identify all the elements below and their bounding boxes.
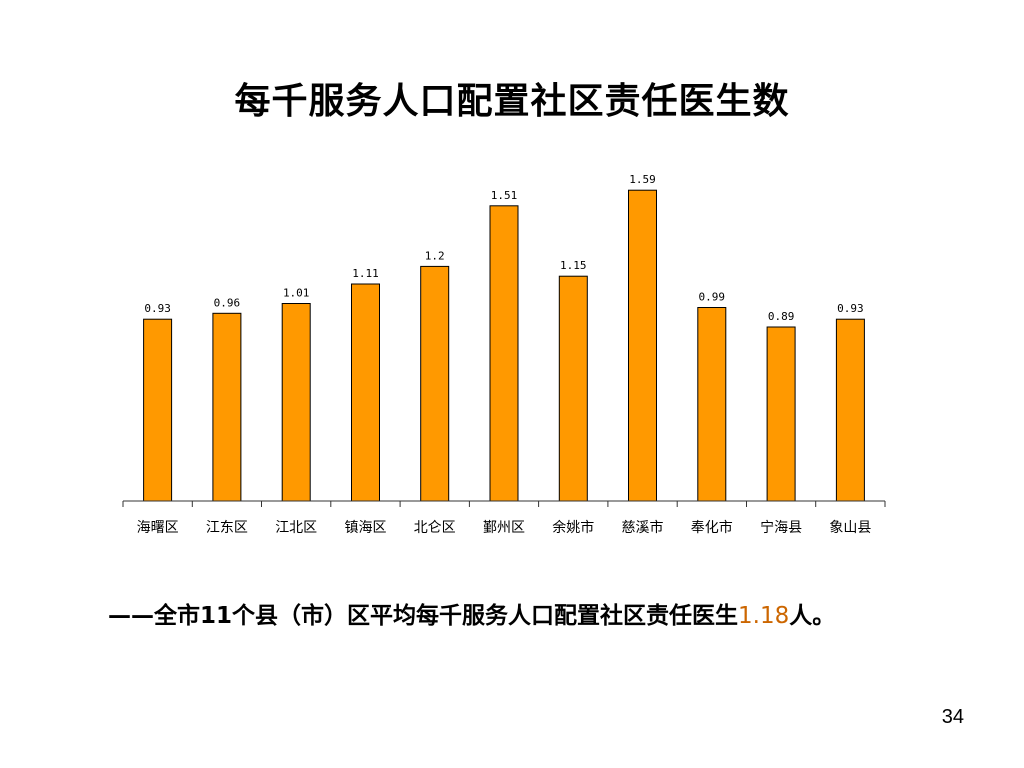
x-tick-label: 宁海县 (760, 519, 802, 536)
x-tick-label: 镇海区 (345, 520, 387, 536)
x-tick-label: 北仑区 (414, 520, 456, 536)
bar (351, 283, 380, 502)
summary-prefix: ——全市11个县（市）区平均每千服务人口配置社区责任医生 (108, 603, 739, 629)
bar (489, 205, 519, 502)
bar (212, 312, 242, 502)
data-label: 0.96 (214, 296, 241, 309)
x-tick-label: 海曙区 (137, 520, 179, 536)
summary-text: ——全市11个县（市）区平均每千服务人口配置社区责任医生1.18人。 (108, 596, 835, 630)
page-title: 每千服务人口配置社区责任医生数 (234, 81, 790, 122)
bar (766, 326, 796, 502)
x-tick-label: 江东区 (206, 520, 248, 536)
data-label: 1.2 (425, 249, 445, 262)
x-tick-label: 鄞州区 (483, 520, 525, 536)
bars-layer: 0.93 0.96 1.01 1.11 1.2 1.51 1.15 1.59 0.99 0.89 0… (143, 173, 865, 502)
data-label: 1.11 (352, 267, 379, 280)
data-label: 1.15 (560, 259, 587, 272)
x-axis: 海曙区 江东区 江北区 镇海区 北仑区 鄞州区 余姚市 慈溪市 奉化市 宁海县 象山县 (122, 500, 886, 536)
x-tick-label: 余姚市 (552, 519, 594, 536)
data-label: 0.93 (144, 302, 171, 315)
page-number: 34 (941, 706, 964, 728)
x-tick-label: 奉化市 (691, 519, 733, 536)
data-label: 0.99 (699, 291, 726, 304)
x-tick-label: 象山县 (829, 520, 871, 536)
data-label: 0.93 (837, 302, 864, 315)
bar (558, 275, 588, 502)
summary-suffix: 人。 (789, 603, 836, 629)
x-tick-label: 慈溪市 (622, 519, 664, 536)
x-tick-label: 江北区 (275, 520, 317, 536)
bar (628, 189, 657, 502)
bar (281, 303, 311, 502)
data-label: 0.89 (768, 310, 795, 323)
bar (143, 318, 173, 502)
summary-value: 1.18 (738, 603, 790, 629)
data-label: 1.59 (629, 173, 656, 186)
bar (835, 318, 865, 502)
bar (420, 265, 450, 502)
data-label: 1.51 (491, 189, 518, 202)
bar (697, 307, 727, 502)
data-label: 1.01 (283, 287, 310, 300)
